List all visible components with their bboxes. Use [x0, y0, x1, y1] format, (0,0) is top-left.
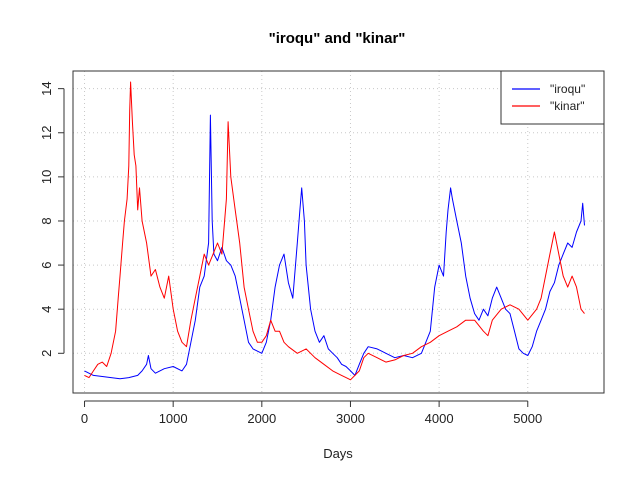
legend: "iroqu" "kinar": [500, 70, 605, 125]
x-tick-label: 4000: [425, 411, 454, 426]
y-tick-label: 2: [39, 350, 54, 357]
x-axis: 0 1000 2000 3000 4000 5000: [81, 400, 542, 426]
y-tick-label: 4: [39, 306, 54, 313]
series-line-1: [84, 114, 585, 380]
legend-box: [500, 70, 605, 125]
y-tick-label: 10: [39, 170, 54, 184]
x-tick-label: 5000: [513, 411, 542, 426]
grid: [73, 71, 604, 393]
x-axis-label: Days: [323, 446, 353, 461]
plot-frame: [72, 70, 605, 394]
y-axis: 2 4 6 8 10 12 14: [39, 81, 65, 357]
y-tick-label: 14: [39, 81, 54, 95]
y-tick-label: 12: [39, 126, 54, 140]
y-tick-label: 8: [39, 217, 54, 224]
series-line-2: [84, 81, 585, 381]
y-tick-label: 6: [39, 261, 54, 268]
x-tick-label: 2000: [247, 411, 276, 426]
legend-label: "kinar": [550, 99, 585, 113]
series-layer: [84, 81, 585, 381]
x-tick-label: 0: [81, 411, 88, 426]
x-tick-label: 3000: [336, 411, 365, 426]
legend-label: "iroqu": [550, 82, 585, 96]
chart-title: "iroqu" and "kinar": [269, 30, 406, 47]
x-tick-label: 1000: [159, 411, 188, 426]
